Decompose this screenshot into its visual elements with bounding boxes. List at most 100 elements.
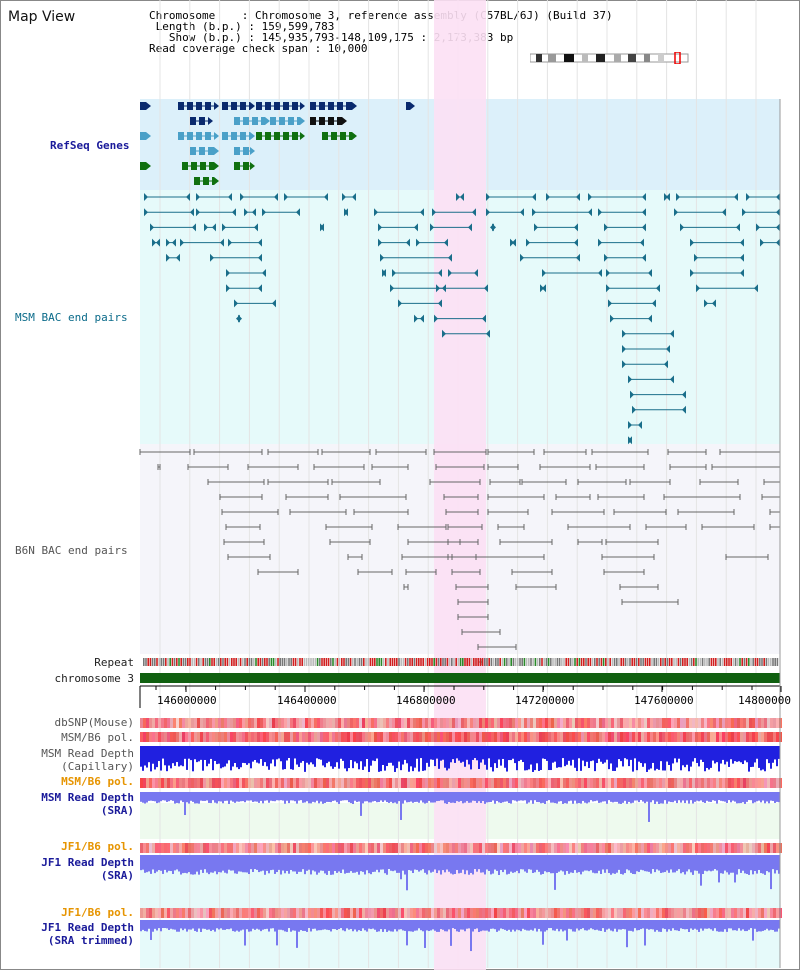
polymorphism-cell [377,778,380,788]
polymorphism-cell [221,778,224,788]
label-msm-bac[interactable]: MSM BAC end pairs [15,311,128,324]
polymorphism-cell [422,908,425,918]
read-depth-bar [220,746,222,769]
repeat-element [523,658,526,666]
polymorphism-cell [551,908,554,918]
repeat-element [354,658,356,666]
repeat-element [206,658,209,666]
read-depth-bar [428,920,430,932]
msm-bac-end [670,375,674,384]
polymorphism-cell [311,732,314,742]
read-depth-bar [156,746,158,768]
read-depth-bar [376,920,378,932]
polymorphism-cell [335,778,338,788]
read-depth-bar [504,920,506,930]
axis-tick-label: 146800000 [396,694,456,707]
read-depth-bar [148,920,150,929]
read-depth-bar [256,746,258,763]
read-depth-bar [386,792,388,803]
read-depth-bar [322,746,324,766]
repeat-element [530,658,532,666]
polymorphism-cell [371,718,374,728]
read-depth-bar [352,792,354,804]
polymorphism-cell [485,908,488,918]
repeat-element [484,658,486,666]
polymorphism-cell [479,778,482,788]
msm-bac-end [258,238,262,247]
label-refseq-genes[interactable]: RefSeq Genes [50,139,130,152]
read-depth-bar [554,920,556,931]
msm-bac-end [150,223,154,232]
repeat-element [385,658,387,666]
read-depth-bar [692,792,694,804]
repeat-element [239,658,242,666]
read-depth-bar [544,746,546,760]
read-depth-bar [312,792,314,802]
polymorphism-cell [758,732,761,742]
polymorphism-cell [662,718,665,728]
read-depth-bar [618,792,620,804]
label-b6n-bac[interactable]: B6N BAC end pairs [15,544,128,557]
read-depth-bar [706,855,708,872]
msm-bac-end [262,208,266,217]
refseq-genes-track[interactable] [140,102,415,185]
repeat-element [396,658,398,666]
read-depth-bar [238,746,240,770]
polymorphism-cell [482,778,485,788]
read-depth-bar [732,855,734,873]
polymorphism-cell [680,718,683,728]
read-depth-bar [152,855,154,870]
polymorphism-cell [560,843,563,853]
read-depth-bar [224,746,226,767]
read-depth-bar [770,855,772,890]
polymorphism-cell [545,718,548,728]
b6n-bac-pairs-track[interactable] [139,449,781,665]
msm-bac-pairs-track[interactable] [144,193,780,445]
read-depth-bar [380,792,382,801]
read-depth-bar [208,920,210,930]
read-depth-bar [592,746,594,761]
read-depth-bar [266,792,268,801]
read-depth-bar [376,855,378,870]
read-depth-bar [420,792,422,801]
read-depth-bar [680,792,682,803]
polymorphism-cell [653,843,656,853]
read-depth-bar [506,792,508,802]
read-depth-bar [170,746,172,769]
polymorphism-cell [518,843,521,853]
read-depth-bar [648,920,650,930]
polymorphism-cell [509,732,512,742]
read-depth-bar [378,746,380,772]
read-depth-bar [170,855,172,872]
read-depth-bar [566,920,568,941]
polymorphism-cell [584,778,587,788]
polymorphism-cell [695,778,698,788]
read-depth-bar [722,746,724,760]
read-depth-bar [454,746,456,763]
polymorphism-cell [431,843,434,853]
read-depth-bar [234,920,236,932]
polymorphism-cell [347,718,350,728]
read-depth-bar [528,746,530,770]
polymorphism-cell [329,908,332,918]
read-depth-bar [236,855,238,874]
read-depth-bar [692,746,694,762]
polymorphism-cell [482,908,485,918]
read-depth-bar [186,792,188,803]
polymorphism-cell [473,778,476,788]
msm-bac-end [680,223,684,232]
repeat-element [226,658,229,666]
polymorphism-cell [500,778,503,788]
polymorphism-cell [383,718,386,728]
chromosome-ideogram[interactable] [530,52,690,64]
polymorphism-cell [215,718,218,728]
repeat-element [299,658,301,666]
polymorphism-cell [140,778,143,788]
msm-bac-end [254,223,258,232]
read-depth-bar [246,792,248,801]
read-depth-bar [272,855,274,870]
polymorphism-cell [290,778,293,788]
polymorphism-cell [296,778,299,788]
read-depth-bar [618,920,620,930]
